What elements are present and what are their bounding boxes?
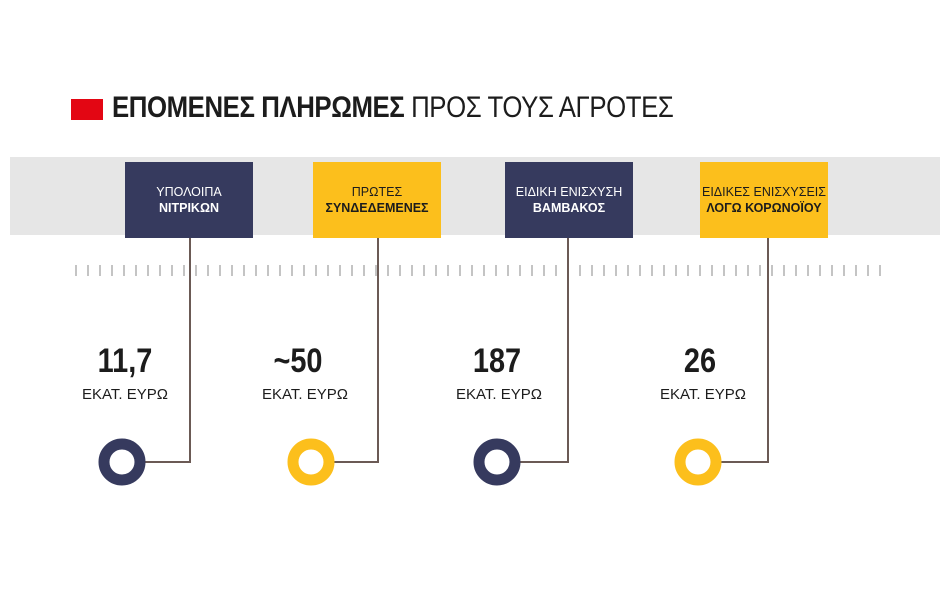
- payment-amount-3: 187: [472, 342, 522, 380]
- payment-label-line2: ΒΑΜΒΑΚΟΣ: [532, 201, 606, 215]
- title-light: ΠΡΟΣ ΤΟΥΣ ΑΓΡΟΤΕΣ: [411, 91, 674, 124]
- payment-label-line2: ΛΟΓΩ ΚΟΡΩΝΟΪΟΥ: [706, 201, 822, 215]
- page-title: ΕΠΟΜΕΝΕΣ ΠΛΗΡΩΜΕΣ ΠΡΟΣ ΤΟΥΣ ΑΓΡΟΤΕΣ: [112, 90, 674, 126]
- payment-amount-1: 11,7: [97, 342, 153, 380]
- title-marker: [71, 99, 103, 120]
- payment-unit-2: ΕΚΑΤ. ΕΥΡΩ: [262, 386, 348, 403]
- payment-amount-2: ~50: [273, 342, 323, 380]
- payment-amount-4: 26: [683, 342, 717, 380]
- payment-unit-3: ΕΚΑΤ. ΕΥΡΩ: [456, 386, 542, 403]
- payment-label-line1: ΠΡΩΤΕΣ: [351, 185, 403, 199]
- payment-box-3: ΕΙΔΙΚΗ ΕΝΙΣΧΥΣΗ ΒΑΜΒΑΚΟΣ: [505, 162, 633, 238]
- timeline-marker: [674, 438, 722, 486]
- payment-label-line1: ΕΙΔΙΚΗ ΕΝΙΣΧΥΣΗ: [515, 185, 623, 199]
- payment-label-line1: ΕΙΔΙΚΕΣ ΕΝΙΣΧΥΣΕΙΣ: [701, 185, 826, 199]
- payment-label-line1: ΥΠΟΛΟΙΠΑ: [156, 185, 222, 199]
- payment-box-2: ΠΡΩΤΕΣ ΣΥΝΔΕΔΕΜΕΝΕΣ: [313, 162, 441, 238]
- payment-label-line2: ΝΙΤΡΙΚΩΝ: [158, 201, 220, 215]
- payment-unit-1: ΕΚΑΤ. ΕΥΡΩ: [82, 386, 168, 403]
- payment-label-line2: ΣΥΝΔΕΔΕΜΕΝΕΣ: [325, 201, 429, 215]
- timeline-marker: [98, 438, 146, 486]
- payment-box-1: ΥΠΟΛΟΙΠΑ ΝΙΤΡΙΚΩΝ: [125, 162, 253, 238]
- connector-line: [497, 238, 569, 463]
- timeline-marker: [473, 438, 521, 486]
- payment-unit-4: ΕΚΑΤ. ΕΥΡΩ: [660, 386, 746, 403]
- payment-box-4: ΕΙΔΙΚΕΣ ΕΝΙΣΧΥΣΕΙΣ ΛΟΓΩ ΚΟΡΩΝΟΪΟΥ: [700, 162, 828, 238]
- timeline-marker: [287, 438, 335, 486]
- title-bold: ΕΠΟΜΕΝΕΣ ΠΛΗΡΩΜΕΣ: [112, 91, 405, 124]
